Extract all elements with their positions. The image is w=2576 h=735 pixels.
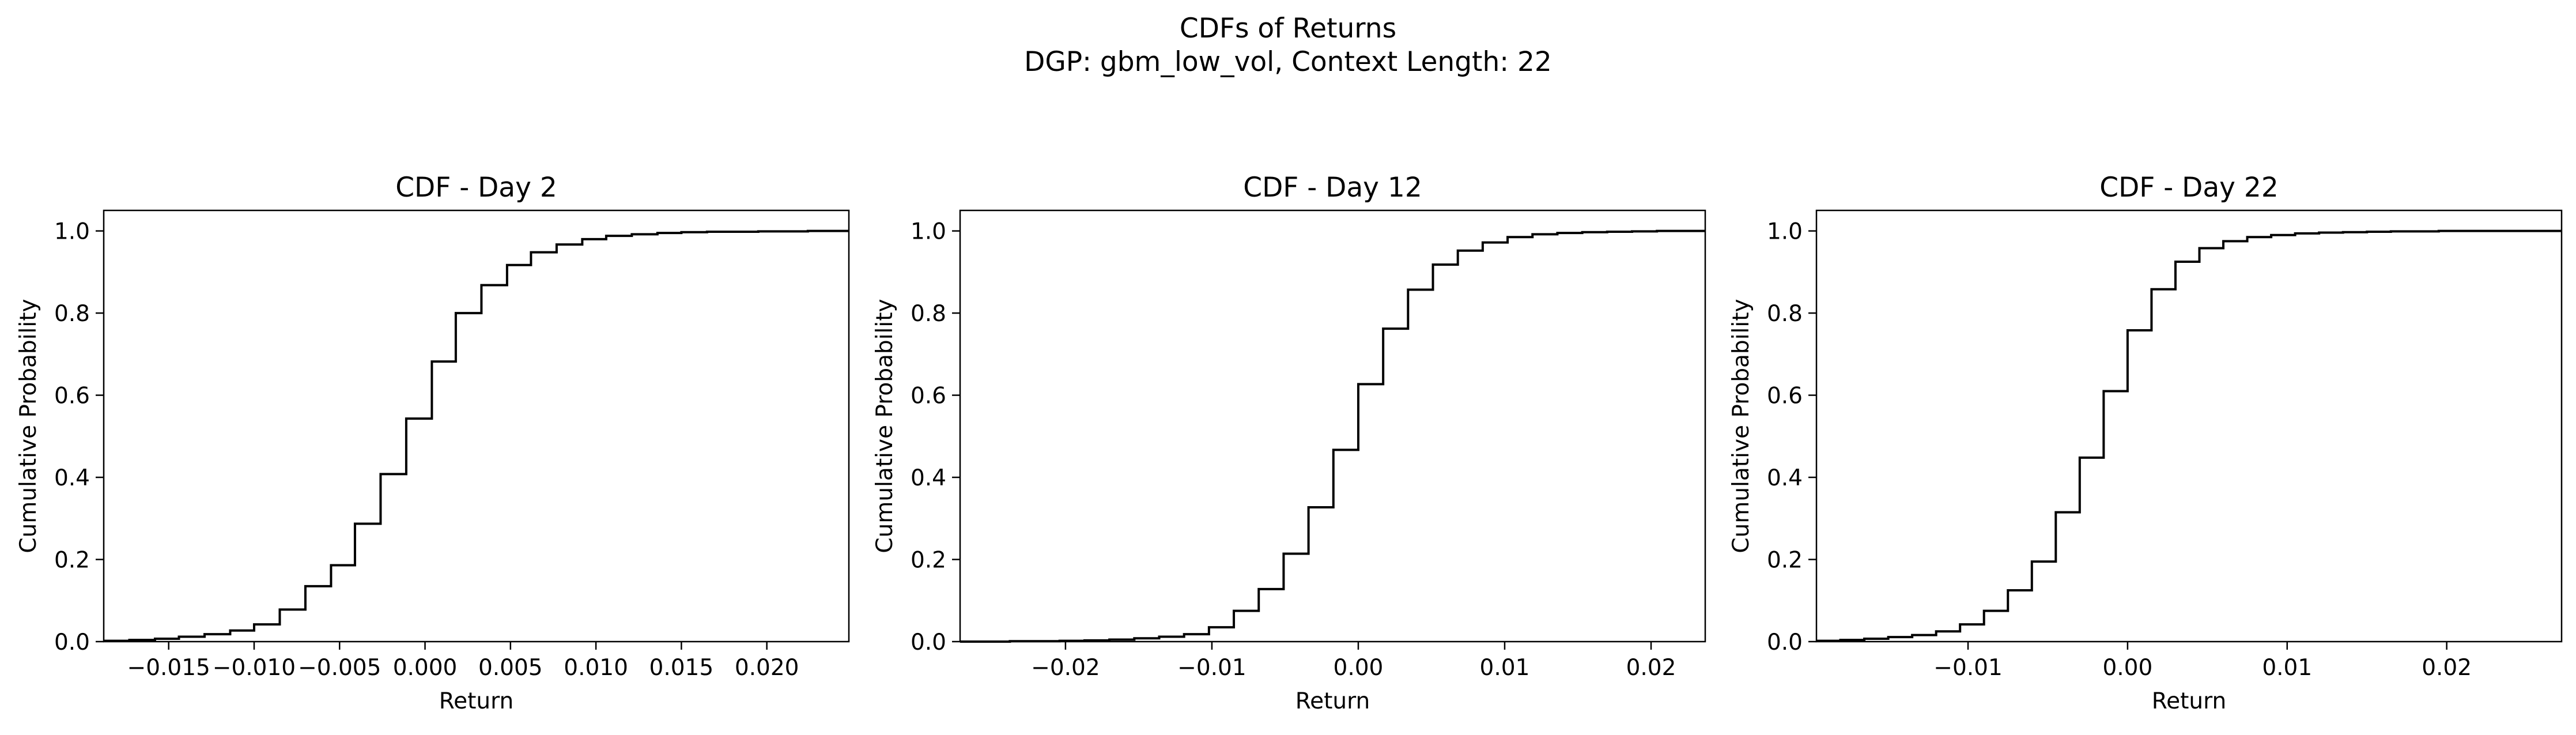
figure-subtitle: DGP: gbm_low_vol, Context Length: 22	[1024, 46, 1552, 78]
x-tick-label: −0.01	[1177, 655, 1247, 681]
y-tick-label: 0.4	[911, 465, 946, 491]
x-tick-label: 0.005	[478, 655, 543, 681]
axes-frame	[1815, 209, 2563, 643]
y-tick-label: 0.2	[1767, 548, 1803, 574]
x-tick-label: −0.02	[1031, 655, 1100, 681]
cdf-step-line	[104, 229, 849, 642]
panel-title: CDF - Day 22	[2099, 172, 2278, 203]
y-tick-label: 0.6	[1767, 383, 1803, 409]
panel-title: CDF - Day 12	[1243, 172, 1422, 203]
y-tick-label: 1.0	[54, 219, 90, 245]
x-tick-label: 0.010	[564, 655, 628, 681]
x-axis-label: Return	[439, 688, 513, 714]
x-tick-label: 0.015	[649, 655, 714, 681]
axes-frame	[959, 209, 1706, 643]
cdf-step-line	[1816, 229, 2562, 642]
y-tick-label: 0.6	[911, 383, 946, 409]
x-tick-label: 0.00	[1334, 655, 1384, 681]
cdf-panel-3: −0.01 0.00 0.01 0.02 0.0 0.2 0.4 0.6 0.8 1.0 CDF -…	[1728, 172, 2563, 714]
y-tick-label: 0.6	[54, 383, 90, 409]
x-axis-label: Return	[1295, 688, 1370, 714]
x-tick-label: −0.005	[298, 655, 381, 681]
x-tick-label: −0.015	[127, 655, 210, 681]
x-axis-label: Return	[2152, 688, 2226, 714]
y-tick-label: 0.0	[911, 630, 946, 655]
y-tick-label: 1.0	[911, 219, 946, 245]
y-tick-label: 0.8	[54, 301, 90, 327]
x-tick-label: 0.01	[1480, 655, 1530, 681]
y-tick-label: 0.2	[911, 548, 946, 574]
y-tick-label: 0.4	[1767, 465, 1803, 491]
y-tick-label: 1.0	[1767, 219, 1803, 245]
cdf-panel-2: −0.02 −0.01 0.00 0.01 0.02 0.0 0.2 0.4 0.6 0.8 1.0…	[872, 172, 1706, 714]
x-tick-label: 0.000	[393, 655, 458, 681]
panel-title: CDF - Day 2	[395, 172, 557, 203]
y-tick-label: 0.8	[911, 301, 946, 327]
x-tick-label: 0.00	[2102, 655, 2152, 681]
x-tick-label: −0.01	[1933, 655, 2003, 681]
x-tick-label: 0.02	[1626, 655, 1676, 681]
y-tick-label: 0.0	[1767, 630, 1803, 655]
axes-frame	[103, 209, 850, 643]
x-tick-label: 0.020	[735, 655, 799, 681]
x-tick-label: 0.02	[2422, 655, 2472, 681]
x-tick-label: 0.01	[2262, 655, 2312, 681]
y-axis-label: Cumulative Probability	[16, 299, 41, 553]
x-tick-label: −0.010	[213, 655, 296, 681]
y-tick-label: 0.4	[54, 465, 90, 491]
y-tick-label: 0.2	[54, 548, 90, 574]
figure-title: CDFs of Returns	[1180, 13, 1396, 44]
y-axis-label: Cumulative Probability	[1728, 299, 1754, 553]
y-tick-label: 0.0	[54, 630, 90, 655]
y-tick-label: 0.8	[1767, 301, 1803, 327]
y-axis-label: Cumulative Probability	[872, 299, 898, 553]
cdf-step-line	[960, 229, 1705, 643]
cdf-panel-1: −0.015 −0.010 −0.005 0.000 0.005 0.010 0.015 0.…	[16, 172, 850, 714]
